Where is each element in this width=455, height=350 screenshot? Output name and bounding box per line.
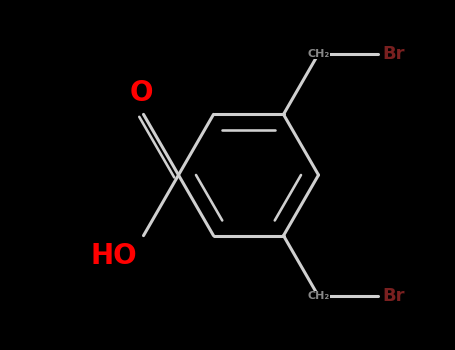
Text: CH₂: CH₂ [308, 49, 329, 59]
Text: Br: Br [382, 287, 404, 305]
Text: HO: HO [91, 242, 137, 270]
Text: Br: Br [382, 45, 404, 63]
Text: O: O [130, 79, 153, 107]
Text: CH₂: CH₂ [308, 291, 329, 301]
